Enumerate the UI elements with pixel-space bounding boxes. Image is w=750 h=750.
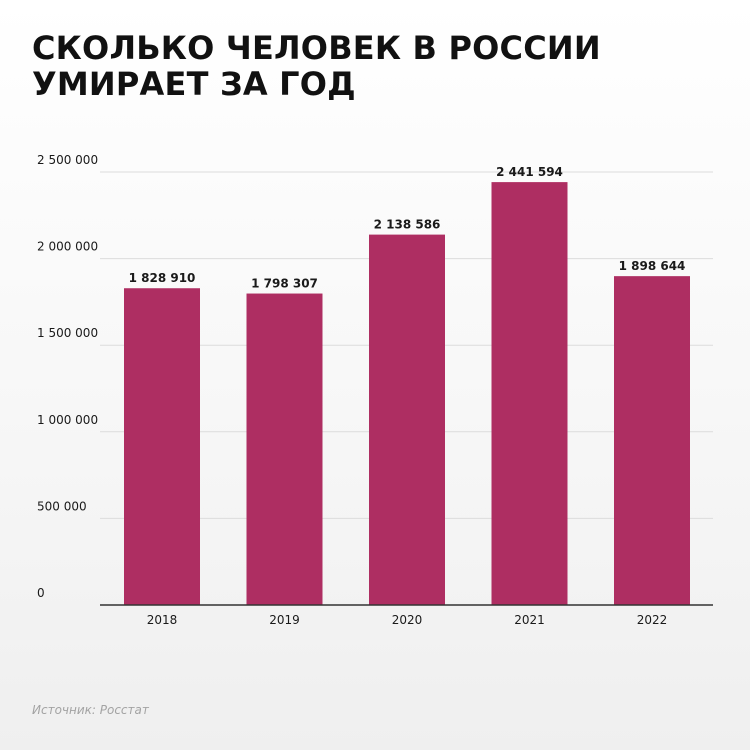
y-tick-label: 0	[37, 586, 45, 600]
x-tick-label: 2021	[514, 613, 545, 627]
y-tick-label: 1 000 000	[37, 413, 98, 427]
y-tick-label: 2 500 000	[37, 153, 98, 167]
x-tick-label: 2019	[269, 613, 300, 627]
title-line-2: УМИРАЕТ ЗА ГОД	[32, 65, 356, 103]
bar	[369, 234, 445, 605]
data-label: 1 898 644	[619, 259, 686, 273]
bar	[614, 276, 690, 605]
y-tick-label: 1 500 000	[37, 326, 98, 340]
source-note: Источник: Росстат	[32, 703, 149, 717]
title-line-1: СКОЛЬКО ЧЕЛОВЕК В РОССИИ	[32, 29, 601, 67]
bar	[246, 293, 323, 605]
bar	[124, 288, 200, 605]
x-tick-label: 2022	[637, 613, 668, 627]
data-label: 1 828 910	[129, 271, 196, 285]
page-title: СКОЛЬКО ЧЕЛОВЕК В РОССИИ УМИРАЕТ ЗА ГОД	[32, 30, 682, 102]
data-label: 2 138 586	[374, 218, 441, 232]
data-label: 1 798 307	[251, 277, 318, 291]
y-tick-label: 2 000 000	[37, 240, 98, 254]
x-tick-label: 2018	[147, 613, 178, 627]
y-tick-label: 500 000	[37, 499, 87, 513]
bar	[491, 182, 568, 606]
x-tick-label: 2020	[392, 613, 423, 627]
data-label: 2 441 594	[496, 165, 563, 179]
